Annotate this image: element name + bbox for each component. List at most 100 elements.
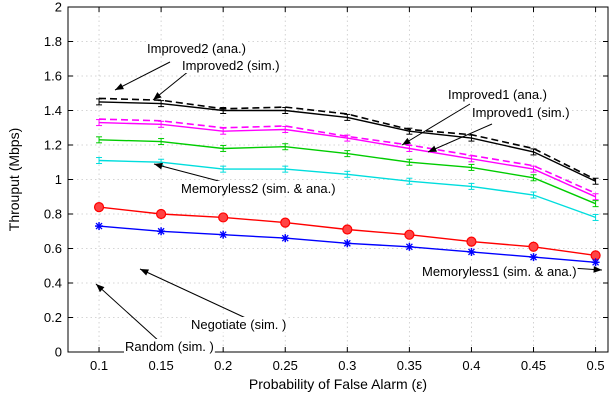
annotation: Improved1 (ana.) — [401, 87, 548, 146]
y-tick-label: 1 — [55, 172, 62, 187]
x-tick-label: 0.5 — [587, 358, 605, 373]
data-point — [282, 107, 289, 114]
annotation-arrowhead — [115, 83, 124, 90]
annotation-arrowhead — [140, 269, 149, 276]
annotation-arrowhead — [96, 284, 105, 293]
data-point — [219, 230, 228, 239]
annotation-label: Memoryless2 (sim. & ana.) — [181, 181, 336, 196]
data-point — [344, 150, 351, 158]
annotation-arrow-line — [139, 268, 251, 321]
series-line — [98, 97, 596, 181]
data-point — [157, 227, 166, 236]
data-point — [592, 177, 599, 185]
data-point — [592, 193, 599, 201]
annotation-label-bg — [124, 339, 215, 354]
y-tick-label: 1.4 — [44, 103, 62, 118]
data-point — [406, 144, 413, 152]
annotation: Improved2 (sim.) — [152, 57, 281, 101]
data-point — [404, 229, 415, 240]
annotation-label-bg — [181, 58, 281, 73]
data-point — [530, 165, 537, 173]
x-axis-title: Probability of False Alarm (ε) — [249, 376, 427, 392]
data-point — [158, 100, 165, 108]
annotation: Memoryless1 (sim. & ana.) — [421, 264, 603, 279]
data-point-stroke — [281, 234, 289, 242]
data-point-stroke — [95, 222, 103, 230]
annotation-label-bg — [447, 87, 548, 102]
data-point — [282, 165, 289, 173]
y-tick-label: 0 — [55, 345, 62, 360]
data-point — [468, 182, 475, 190]
data-point-stroke — [405, 243, 413, 251]
data-point — [95, 222, 104, 231]
y-tick-label: 0.6 — [44, 241, 62, 256]
data-point — [342, 224, 353, 235]
data-point — [343, 239, 352, 248]
data-point — [406, 127, 413, 135]
annotation-arrow-line — [427, 123, 493, 153]
data-point — [282, 125, 289, 133]
annotation-arrow-line — [153, 163, 231, 185]
data-point — [220, 127, 227, 135]
annotation-arrow-line — [95, 283, 161, 343]
annotation-label-bg — [471, 105, 571, 120]
annotation-label-bg — [146, 41, 247, 56]
data-point — [96, 119, 103, 127]
x-tick-label: 0.45 — [521, 358, 546, 373]
data-point — [405, 242, 414, 251]
axis-ticks: 0.1 0.15 0.2 0.25 0.3 0.35 0.4 0.45 0.5 0 0.2 0.4 0.… — [44, 0, 608, 373]
annotation: Negotiate (sim. ) — [139, 268, 288, 332]
annotation-arrow-line — [401, 103, 471, 146]
y-tick-label: 1.8 — [44, 34, 62, 49]
annotation-label: Negotiate (sim. ) — [191, 317, 286, 332]
x-tick-label: 0.25 — [273, 358, 298, 373]
data-point — [468, 155, 475, 163]
data-point — [466, 236, 477, 247]
data-point — [281, 234, 290, 243]
annotation-label: Improved1 (sim.) — [472, 105, 570, 120]
data-point — [220, 165, 227, 173]
x-tick-label: 0.2 — [214, 358, 232, 373]
data-point-stroke — [592, 258, 600, 266]
annotation-label-bg — [190, 317, 288, 332]
y-axis-title: Throuput (Mbps) — [6, 128, 22, 231]
x-tick-label: 0.4 — [462, 358, 480, 373]
data-point-stroke — [157, 227, 165, 235]
data-point — [220, 107, 227, 114]
x-tick-label: 0.15 — [148, 358, 173, 373]
data-point — [592, 213, 599, 221]
annotation-arrowhead — [428, 145, 437, 152]
data-point-stroke — [219, 231, 227, 239]
x-tick-label: 0.3 — [338, 358, 356, 373]
y-tick-label: 0.2 — [44, 310, 62, 325]
data-point-stroke — [530, 253, 537, 261]
data-point — [467, 247, 476, 256]
data-point — [406, 158, 413, 166]
data-point — [220, 144, 227, 152]
annotation-label-bg — [180, 181, 337, 196]
annotation-arrowhead — [153, 92, 162, 100]
annotation: Improved1 (sim.) — [427, 105, 571, 153]
data-point — [468, 163, 475, 171]
data-point — [282, 143, 289, 151]
data-point — [280, 217, 291, 228]
annotation-label-bg — [421, 264, 578, 279]
grid — [68, 6, 608, 353]
annotation-label: Improved1 (ana.) — [448, 87, 547, 102]
data-point — [468, 134, 475, 142]
y-tick-label: 2 — [55, 0, 62, 15]
annotation-label: Improved2 (ana.) — [147, 41, 246, 56]
data-point — [529, 253, 538, 262]
y-tick-label: 0.8 — [44, 207, 62, 222]
data-point — [96, 136, 103, 144]
data-point — [344, 113, 351, 121]
annotation-arrowhead — [593, 266, 602, 273]
data-point — [528, 241, 539, 252]
data-point-stroke — [467, 248, 475, 256]
data-point — [591, 258, 600, 267]
annotation-label: Memoryless1 (sim. & ana.) — [422, 264, 577, 279]
x-tick-label: 0.35 — [397, 358, 422, 373]
data-point — [158, 138, 165, 146]
